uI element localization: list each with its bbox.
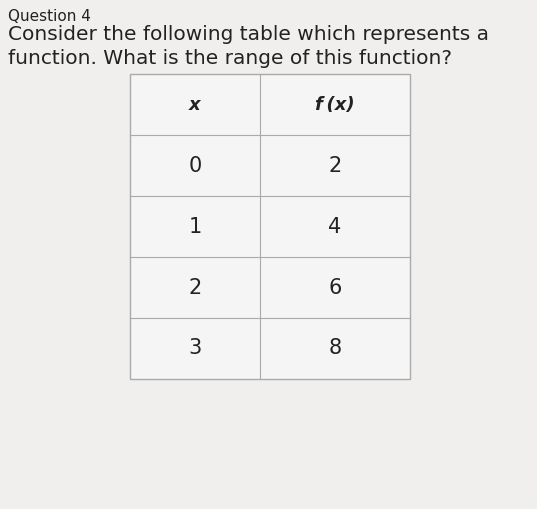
Text: x: x — [189, 96, 201, 114]
Text: 1: 1 — [188, 216, 201, 237]
Bar — [130, 74, 410, 379]
Text: Question 4: Question 4 — [8, 9, 91, 24]
Text: Consider the following table which represents a: Consider the following table which repre… — [8, 25, 489, 44]
Text: 8: 8 — [329, 338, 342, 358]
Text: 2: 2 — [188, 277, 201, 297]
Text: function. What is the range of this function?: function. What is the range of this func… — [8, 49, 452, 68]
Text: f (x): f (x) — [315, 96, 355, 114]
Text: 3: 3 — [188, 338, 201, 358]
Text: 2: 2 — [328, 156, 342, 176]
Text: 4: 4 — [328, 216, 342, 237]
Text: 6: 6 — [328, 277, 342, 297]
Text: 0: 0 — [188, 156, 201, 176]
